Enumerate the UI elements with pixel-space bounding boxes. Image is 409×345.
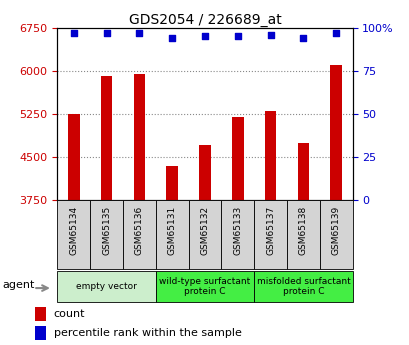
Bar [155, 200, 188, 269]
Text: GSM65132: GSM65132 [200, 206, 209, 255]
Bar [57, 200, 90, 269]
Point [103, 30, 110, 36]
Bar [330, 65, 341, 200]
Bar [264, 111, 276, 200]
Text: GSM65136: GSM65136 [135, 206, 144, 255]
Text: GSM65139: GSM65139 [331, 206, 340, 255]
Bar [188, 200, 221, 269]
Bar [155, 271, 254, 302]
Text: wild-type surfactant
protein C: wild-type surfactant protein C [159, 277, 250, 296]
Text: empty vector: empty vector [76, 282, 137, 291]
Text: GSM65137: GSM65137 [265, 206, 274, 255]
Text: GSM65134: GSM65134 [69, 206, 78, 255]
Bar [319, 200, 352, 269]
Point [136, 30, 142, 36]
Text: percentile rank within the sample: percentile rank within the sample [54, 328, 241, 338]
Bar [199, 146, 210, 200]
Bar [254, 200, 286, 269]
Text: misfolded surfactant
protein C: misfolded surfactant protein C [256, 277, 349, 296]
Text: GSM65133: GSM65133 [233, 206, 242, 255]
Point [70, 30, 77, 36]
Text: GSM65138: GSM65138 [298, 206, 307, 255]
Bar [221, 200, 254, 269]
Bar [133, 73, 145, 200]
Bar [57, 271, 155, 302]
Point [201, 33, 208, 39]
Title: GDS2054 / 226689_at: GDS2054 / 226689_at [128, 12, 281, 27]
Bar [231, 117, 243, 200]
Point [299, 35, 306, 41]
Bar [166, 166, 178, 200]
Bar [68, 114, 79, 200]
Bar [35, 307, 46, 321]
Text: count: count [54, 309, 85, 319]
Bar [90, 200, 123, 269]
Point [169, 35, 175, 41]
Bar [254, 271, 352, 302]
Point [332, 30, 339, 36]
Bar [286, 200, 319, 269]
Point [234, 33, 240, 39]
Bar [123, 200, 155, 269]
Text: GSM65135: GSM65135 [102, 206, 111, 255]
Bar [101, 77, 112, 200]
Point [267, 32, 273, 37]
Text: GSM65131: GSM65131 [167, 206, 176, 255]
Bar [297, 142, 308, 200]
Bar [35, 326, 46, 339]
Text: agent: agent [3, 280, 35, 289]
